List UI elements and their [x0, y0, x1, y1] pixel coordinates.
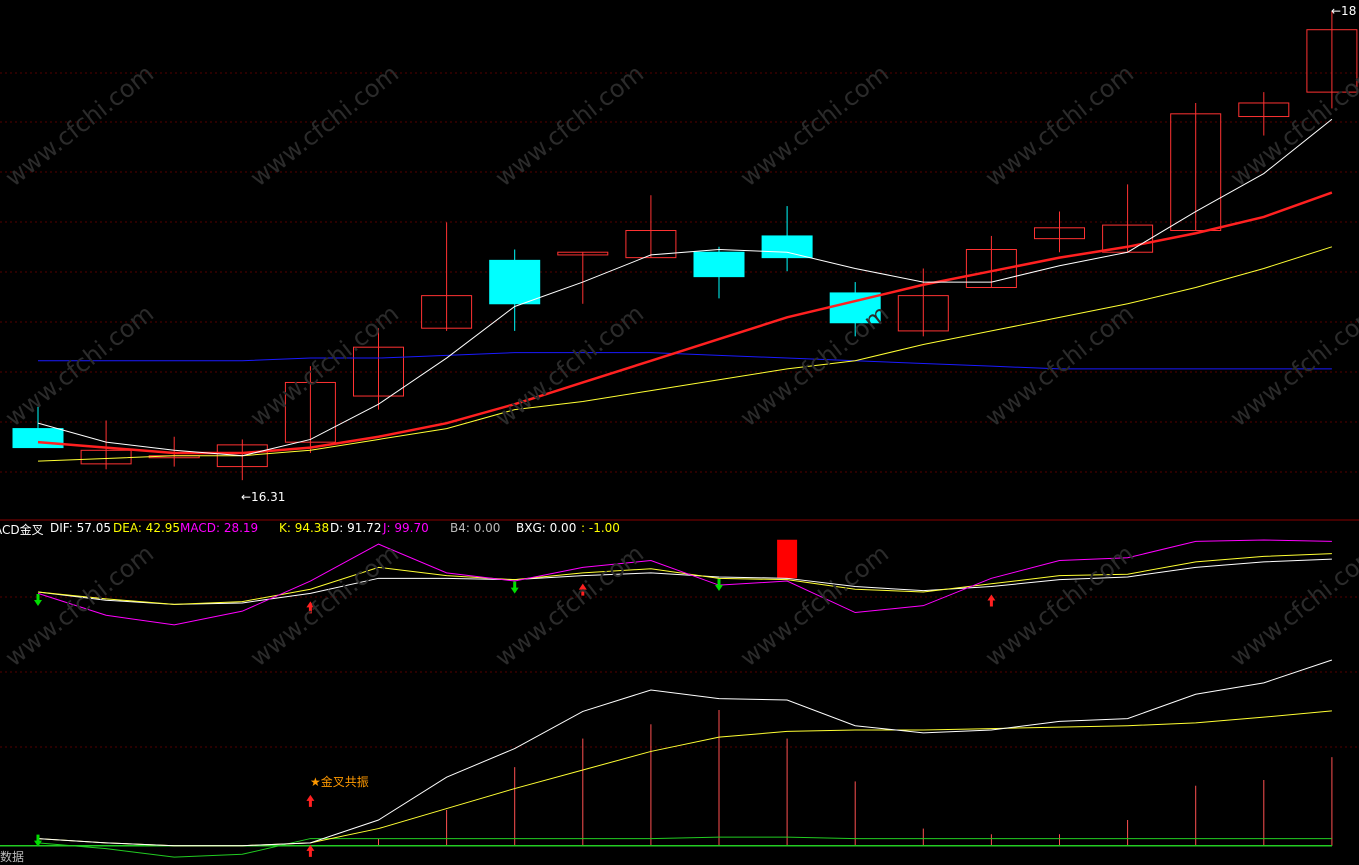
- candle-up: [353, 346, 404, 397]
- buy-arrow: [578, 583, 587, 596]
- legend-j: J: 99.70: [383, 521, 429, 535]
- candle-up: [557, 251, 609, 256]
- candle-down: [761, 235, 813, 259]
- candle-up: [421, 295, 473, 329]
- macd-bar: [777, 539, 798, 579]
- legend-dea: DEA: 42.95: [113, 521, 181, 535]
- sell-arrow: [715, 578, 723, 591]
- sell-arrow: [34, 594, 42, 606]
- legend-macd: MACD: 28.19: [180, 521, 259, 535]
- legend-k: K: 94.38: [279, 521, 330, 535]
- legend-dif: DIF: 57.05: [50, 521, 111, 535]
- candle-down: [693, 251, 745, 278]
- k-line: [37, 710, 1332, 847]
- dea-line: [37, 553, 1332, 605]
- sell-arrow: [34, 834, 42, 847]
- macd-line: [37, 558, 1332, 605]
- signal-label: ★金叉共振: [310, 775, 369, 789]
- ma5-line: [37, 118, 1333, 457]
- d-line: [37, 659, 1333, 847]
- sell-arrow: [510, 581, 519, 594]
- legend-title: ACD金叉: [0, 523, 44, 537]
- high-price-label: ←18: [1331, 4, 1357, 18]
- low-price-label: ←16.31: [241, 490, 286, 504]
- candle-up: [965, 249, 1017, 288]
- candle-up: [1238, 102, 1290, 118]
- legend-d: D: 91.72: [330, 521, 382, 535]
- candle-up: [284, 381, 336, 443]
- bottom-left-label: 数据: [0, 850, 25, 864]
- buy-arrow: [306, 601, 315, 614]
- candle-up: [1034, 227, 1085, 240]
- candle-down: [489, 259, 541, 305]
- ma10-line: [37, 191, 1333, 455]
- legend-b4: B4: 0.00: [450, 521, 501, 535]
- legend-bxg: BXG: 0.00: [516, 521, 577, 535]
- buy-arrow: [306, 844, 315, 857]
- candle-up: [1170, 113, 1222, 232]
- candle-up: [625, 230, 677, 259]
- ma60-line: [38, 352, 1332, 370]
- candle-up: [897, 295, 949, 332]
- signal-arrow: [306, 794, 315, 807]
- j-line: [37, 836, 1332, 858]
- ma20-line: [37, 246, 1333, 462]
- candle-up: [1306, 29, 1358, 93]
- buy-arrow: [987, 594, 996, 607]
- dif-line: [37, 539, 1332, 626]
- legend-extra: : -1.00: [581, 521, 620, 535]
